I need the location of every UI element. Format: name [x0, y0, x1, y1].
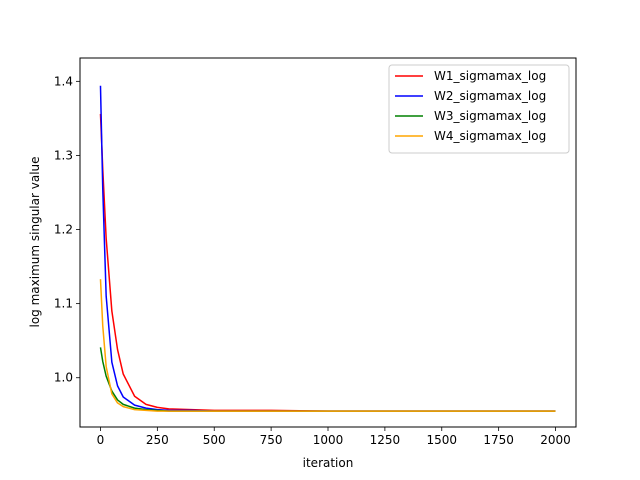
- legend-label-2: W2_sigmamax_log: [434, 89, 546, 103]
- legend-label-1: W1_sigmamax_log: [434, 69, 546, 83]
- y-tick-label: 1.1: [54, 297, 73, 311]
- x-tick-label: 750: [260, 433, 283, 447]
- x-axis-label: iteration: [303, 456, 354, 470]
- x-axis: 0 250 500 750 1000 1250 1500 1750 2000: [97, 427, 571, 447]
- y-axis: 1.0 1.1 1.2 1.3 1.4: [54, 74, 80, 385]
- x-tick-label: 1250: [370, 433, 401, 447]
- x-tick-label: 2000: [540, 433, 571, 447]
- y-tick-label: 1.4: [54, 74, 73, 88]
- series-line-4: [99, 279, 556, 412]
- legend-label-3: W3_sigmamax_log: [434, 109, 546, 123]
- legend-box: [388, 64, 570, 154]
- y-axis-label: log maximum singular value: [28, 156, 42, 327]
- y-tick-label: 1.0: [54, 371, 73, 385]
- y-tick-label: 1.3: [54, 148, 73, 162]
- x-tick-label: 500: [203, 433, 226, 447]
- x-tick-label: 250: [146, 433, 169, 447]
- y-tick-label: 1.2: [54, 223, 73, 237]
- legend: W1_sigmamax_log W2_sigmamax_log W3_sigmama…: [388, 64, 570, 154]
- x-tick-label: 1750: [483, 433, 514, 447]
- x-tick-label: 1500: [426, 433, 457, 447]
- x-tick-label: 1000: [313, 433, 344, 447]
- x-tick-label: 0: [97, 433, 105, 447]
- legend-label-4: W4_sigmamax_log: [434, 129, 546, 143]
- series-layer: [99, 85, 556, 412]
